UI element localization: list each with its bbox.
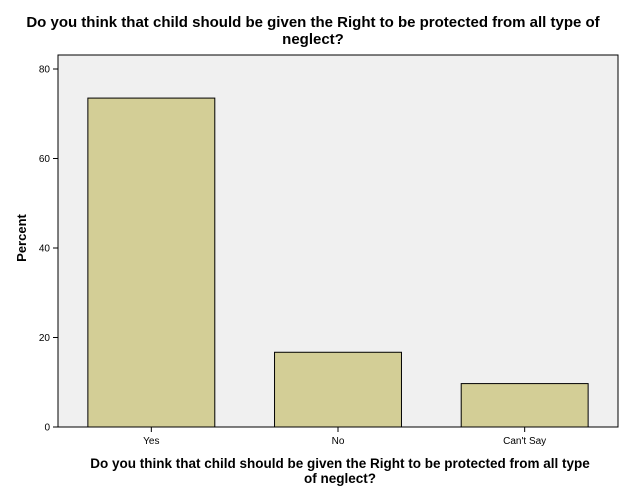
bar-can-t-say [460, 383, 589, 428]
x-tick-label-can-t-say: Can't Say [503, 436, 546, 447]
x-axis: Yes No Can't Say [143, 427, 546, 447]
bars [87, 97, 589, 428]
x-axis-label-line-2: of neglect? [303, 471, 376, 486]
x-axis-label: Do you think that child should be given … [40, 456, 626, 486]
x-tick-label-no: No [332, 436, 345, 447]
x-axis-label-line-1: Do you think that child should be given … [90, 456, 590, 471]
y-tick-label-80: 80 [39, 65, 51, 76]
chart-title-line-1: Do you think that child should be given … [26, 14, 600, 31]
y-tick-label-20: 20 [39, 333, 51, 344]
bar-yes [87, 97, 216, 428]
chart-title: Do you think that child should be given … [0, 14, 626, 48]
y-tick-label-40: 40 [39, 244, 51, 255]
y-tick-label-60: 60 [39, 154, 51, 165]
x-tick-label-yes: Yes [143, 436, 159, 447]
y-axis: 0 20 40 60 80 [39, 65, 58, 434]
y-tick-label-0: 0 [44, 423, 50, 434]
y-axis-label: Percent [14, 213, 29, 261]
bar-no [274, 351, 402, 428]
chart-title-line-2: neglect? [282, 31, 344, 48]
